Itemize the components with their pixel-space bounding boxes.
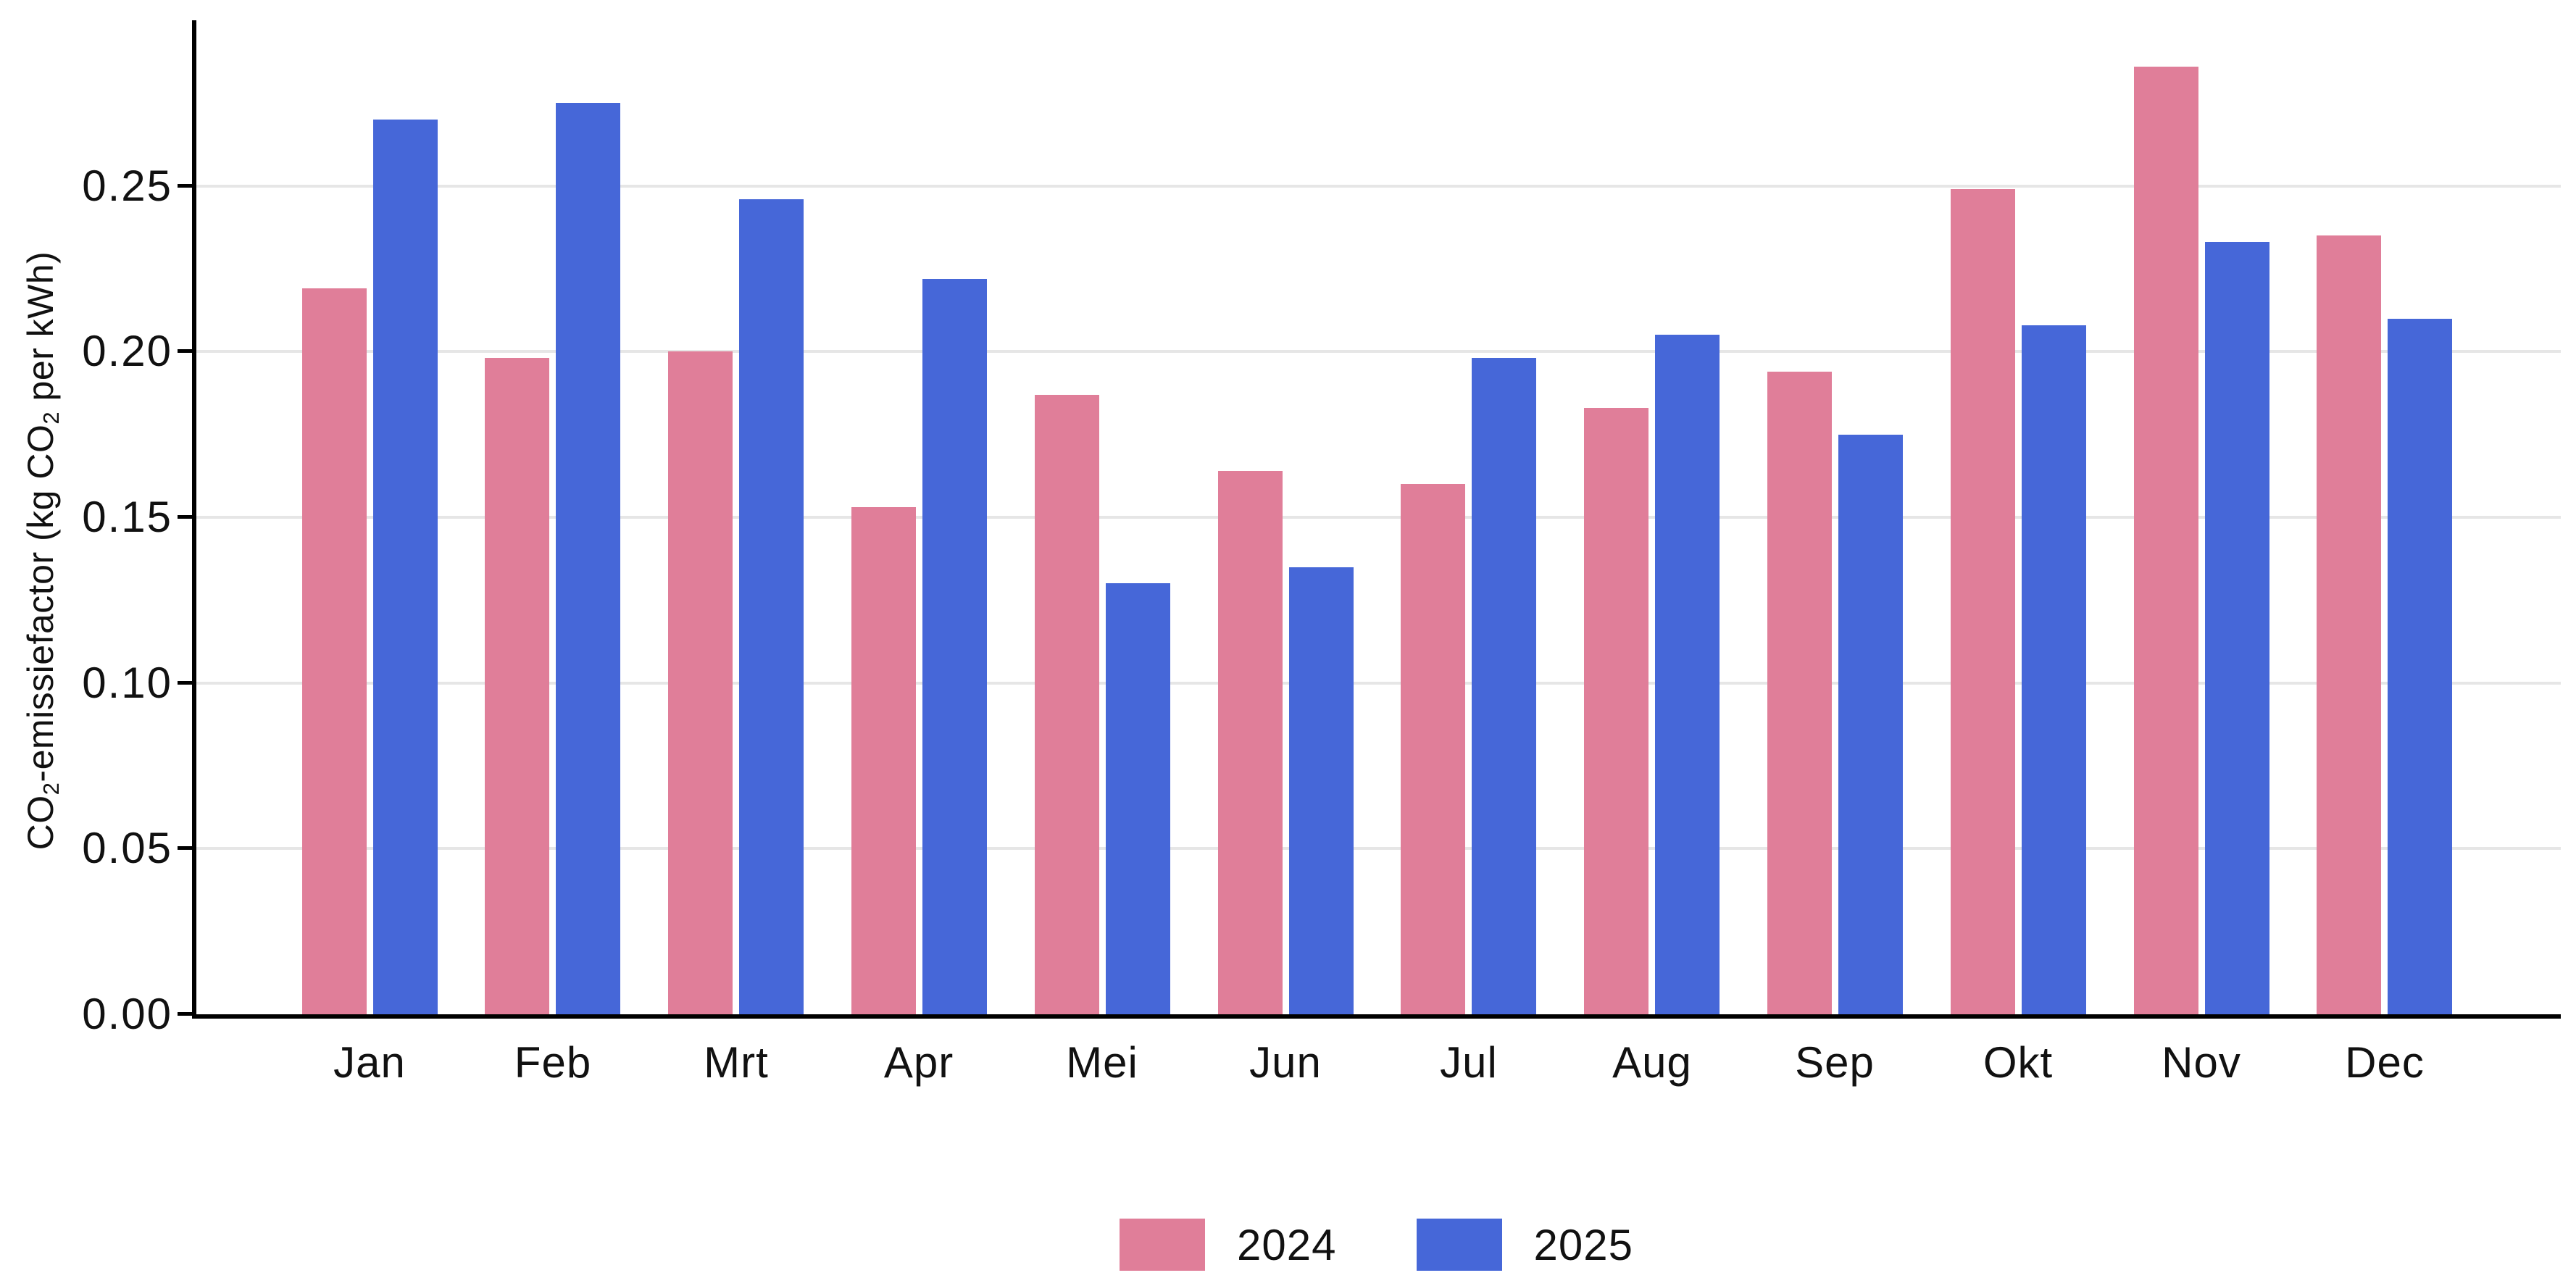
bar-2024-jun	[1218, 471, 1283, 1014]
plot-area	[178, 20, 2561, 1019]
y-tick-label-0.15: 0.15	[82, 493, 172, 541]
bar-2025-jan	[373, 120, 438, 1014]
x-tick-label-sep: Sep	[1795, 1038, 1875, 1087]
bar-2024-mrt	[668, 351, 733, 1014]
legend-item-2025: 2025	[1416, 1219, 1633, 1271]
legend-label-2025: 2025	[1533, 1220, 1633, 1269]
y-tick-mark-0.05	[178, 846, 192, 850]
bar-2024-dec	[2317, 235, 2381, 1014]
bar-2024-nov	[2134, 67, 2198, 1014]
y-axis-title-subscript: 2	[38, 411, 64, 425]
bar-2025-nov	[2205, 242, 2269, 1014]
bar-2024-mei	[1035, 395, 1099, 1014]
x-tick-label-jan: Jan	[333, 1038, 406, 1087]
x-tick-label-jul: Jul	[1440, 1038, 1498, 1087]
bar-2024-aug	[1584, 408, 1648, 1014]
bar-2025-mrt	[739, 199, 804, 1014]
bar-2025-jul	[1472, 358, 1536, 1014]
bar-2025-jun	[1289, 567, 1354, 1014]
bar-2025-sep	[1838, 435, 1903, 1014]
y-axis-title-text: -emissiefactor (kg CO	[20, 424, 62, 782]
gridline-0.10	[196, 682, 2561, 685]
gridline-0.15	[196, 516, 2561, 519]
bar-2024-sep	[1767, 372, 1832, 1014]
x-tick-label-nov: Nov	[2162, 1038, 2241, 1087]
y-tick-mark-0.15	[178, 515, 192, 519]
bar-2025-aug	[1655, 335, 1720, 1014]
gridline-0.05	[196, 847, 2561, 850]
bar-2025-feb	[556, 103, 620, 1014]
bar-2024-okt	[1951, 189, 2015, 1014]
bar-2024-jul	[1401, 484, 1465, 1014]
y-tick-label-0.20: 0.20	[82, 327, 172, 375]
x-tick-label-mrt: Mrt	[704, 1038, 769, 1087]
y-tick-label-0.00: 0.00	[82, 990, 172, 1038]
legend-item-2024: 2024	[1120, 1219, 1336, 1271]
x-tick-label-okt: Okt	[1983, 1038, 2054, 1087]
bar-2025-mei	[1106, 583, 1170, 1014]
legend: 2024 2025	[192, 1219, 2561, 1271]
legend-swatch-2024	[1120, 1219, 1206, 1271]
y-axis-title-subscript: 2	[38, 782, 64, 795]
gridline-0.20	[196, 350, 2561, 353]
y-tick-label-0.25: 0.25	[82, 162, 172, 210]
gridline-0.25	[196, 185, 2561, 188]
y-tick-mark-0.25	[178, 184, 192, 188]
bar-2024-feb	[485, 358, 549, 1014]
x-tick-label-dec: Dec	[2345, 1038, 2425, 1087]
legend-label-2024: 2024	[1237, 1220, 1337, 1269]
y-tick-mark-0.20	[178, 349, 192, 353]
x-tick-label-aug: Aug	[1612, 1038, 1692, 1087]
y-tick-label-0.05: 0.05	[82, 824, 172, 872]
y-tick-mark-0.00	[178, 1012, 192, 1016]
bar-2025-dec	[2388, 319, 2452, 1014]
y-tick-label-0.10: 0.10	[82, 659, 172, 707]
legend-swatch-2025	[1416, 1219, 1502, 1271]
bar-2025-okt	[2022, 325, 2086, 1014]
x-tick-label-mei: Mei	[1066, 1038, 1138, 1087]
bar-2024-jan	[302, 288, 367, 1014]
x-tick-label-feb: Feb	[514, 1038, 592, 1087]
x-tick-label-jun: Jun	[1249, 1038, 1322, 1087]
bar-2024-apr	[851, 507, 916, 1014]
x-tick-label-apr: Apr	[883, 1038, 954, 1087]
y-tick-mark-0.10	[178, 681, 192, 685]
bar-2025-apr	[922, 279, 987, 1014]
